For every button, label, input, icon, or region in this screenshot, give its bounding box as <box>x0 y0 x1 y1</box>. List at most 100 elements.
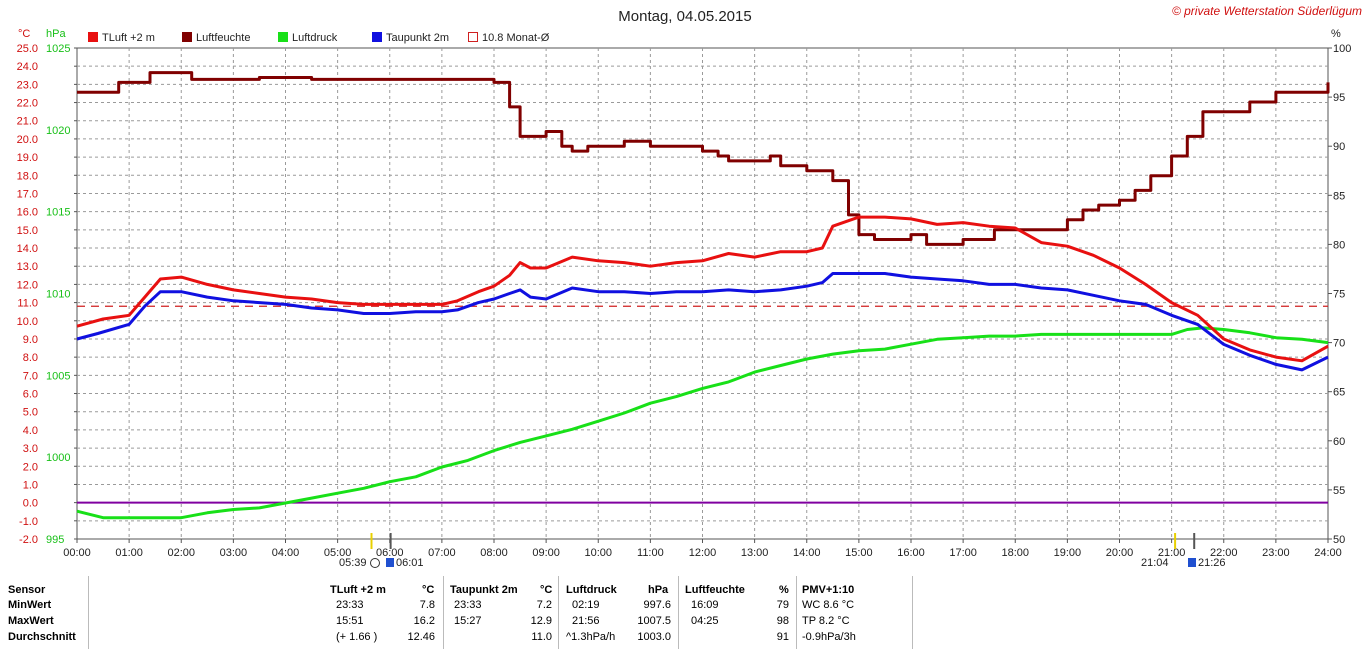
temp-tick-label: 5.0 <box>23 407 38 419</box>
press-unit: hPa <box>648 584 669 596</box>
temp-tick-label: -2.0 <box>19 534 38 546</box>
moon-icon <box>1188 558 1196 567</box>
humidity-tick-label: 90 <box>1333 141 1345 153</box>
pmv-wind-chill: WC 8.6 °C <box>802 599 855 611</box>
legend: TLuft +2 m Luftfeuchte Luftdruck Taupunkt 2… <box>88 32 550 44</box>
humidity-tick-label: 95 <box>1333 92 1345 104</box>
humidity-tick-label: 60 <box>1333 436 1345 448</box>
time-tick-label: 08:00 <box>480 547 508 559</box>
press-max-time: 21:56 <box>572 615 600 627</box>
legend-label: Luftdruck <box>292 32 338 44</box>
series-line-taupunkt-2m <box>76 272 1329 372</box>
hum-unit: % <box>779 584 789 596</box>
press-min: 997.6 <box>643 599 671 611</box>
temp-tick-label: 21.0 <box>17 116 38 128</box>
chart-title: Montag, 04.05.2015 <box>618 8 751 25</box>
legend-swatch <box>182 32 192 42</box>
hum-min: 79 <box>776 599 789 611</box>
temp-tick-label: 18.0 <box>17 170 38 182</box>
row-label-sensor: Sensor <box>8 584 46 596</box>
humidity-tick-label: 70 <box>1333 338 1345 350</box>
left-axis-ticks: 25.0 24.0 23.0 22.0 21.0 20.0 19.0 18.0 17.0 16.0… <box>17 43 77 546</box>
temp-tick-label: 22.0 <box>17 98 38 110</box>
civil-dawn-time: 06:01 <box>396 557 424 569</box>
pressure-tick-label: 995 <box>46 534 64 546</box>
time-tick-label: 11:00 <box>637 547 664 559</box>
temp-min-time: 23:33 <box>336 599 364 611</box>
time-tick-label: 02:00 <box>167 547 195 559</box>
temp-tick-label: 3.0 <box>23 443 38 455</box>
time-tick-label: 16:00 <box>897 547 925 559</box>
legend-swatch <box>278 32 288 42</box>
series-lines <box>76 71 1330 520</box>
temp-header: TLuft +2 m <box>330 584 386 596</box>
temp-tick-label: 10.0 <box>17 316 38 328</box>
humidity-tick-label: 85 <box>1333 190 1345 202</box>
sunrise-time: 05:39 <box>339 557 367 569</box>
sun-markers: 05:39 06:01 21:04 21:26 <box>339 533 1226 569</box>
time-tick-label: 17:00 <box>949 547 977 559</box>
humidity-tick-label: 75 <box>1333 289 1345 301</box>
temp-avg-note: (+ 1.66 ) <box>336 631 378 643</box>
time-tick-label: 03:00 <box>220 547 248 559</box>
temp-tick-label: 14.0 <box>17 243 38 255</box>
legend-swatch <box>468 32 478 42</box>
temp-tick-label: 2.0 <box>23 461 38 473</box>
pmv-header: PMV+1:10 <box>802 584 855 596</box>
pressure-tick-label: 1000 <box>46 452 70 464</box>
temp-tick-label: 6.0 <box>23 389 38 401</box>
temp-max: 16.2 <box>413 615 435 627</box>
time-tick-label: 05:00 <box>324 547 352 559</box>
pmv-dew-point: TP 8.2 °C <box>802 615 850 627</box>
time-tick-label: 06:00 <box>376 547 404 559</box>
temp-tick-label: 15.0 <box>17 225 38 237</box>
temp-tick-label: 20.0 <box>17 134 38 146</box>
pressure-unit-label: hPa <box>46 28 66 40</box>
hum-min-time: 16:09 <box>691 599 719 611</box>
series-line-luftdruck <box>76 326 1329 520</box>
temp-tick-label: 25.0 <box>17 43 38 55</box>
time-tick-label: 09:00 <box>532 547 560 559</box>
temp-tick-label: 4.0 <box>23 425 38 437</box>
temp-unit: °C <box>422 584 435 596</box>
row-label-min: MinWert <box>8 599 52 611</box>
temp-tick-label: 11.0 <box>17 298 38 310</box>
temp-tick-label: 17.0 <box>17 188 38 200</box>
temp-min: 7.8 <box>419 599 435 611</box>
moon-icon <box>386 558 394 567</box>
temp-tick-label: 7.0 <box>23 370 38 382</box>
press-header: Luftdruck <box>566 584 617 596</box>
temp-tick-label: 1.0 <box>23 479 38 491</box>
press-avg: 1003.0 <box>637 631 671 643</box>
press-min-time: 02:19 <box>572 599 600 611</box>
pressure-tick-label: 1020 <box>46 125 70 137</box>
hum-max: 98 <box>776 615 789 627</box>
series-line-tluft-2-m <box>76 215 1329 363</box>
time-tick-label: 22:00 <box>1210 547 1238 559</box>
right-axis-ticks: 100 95 90 85 80 75 70 65 60 55 50 <box>1328 43 1351 546</box>
dew-min-time: 23:33 <box>454 599 482 611</box>
temp-tick-label: 19.0 <box>17 152 38 164</box>
temp-unit-label: °C <box>18 28 30 40</box>
legend-label: TLuft +2 m <box>102 32 155 44</box>
time-tick-label: 07:00 <box>428 547 456 559</box>
humidity-tick-label: 100 <box>1333 43 1351 55</box>
legend-swatch <box>372 32 382 42</box>
row-label-max: MaxWert <box>8 615 54 627</box>
pressure-tick-label: 1005 <box>46 370 70 382</box>
weather-chart: Montag, 04.05.2015 © private Wetterstati… <box>17 4 1362 569</box>
station-credit: © private Wetterstation Süderlügum <box>1172 4 1362 18</box>
time-tick-label: 23:00 <box>1262 547 1290 559</box>
time-tick-label: 12:00 <box>689 547 717 559</box>
humidity-tick-label: 55 <box>1333 485 1345 497</box>
dew-max-time: 15:27 <box>454 615 482 627</box>
civil-dusk-time: 21:26 <box>1198 557 1226 569</box>
dew-header: Taupunkt 2m <box>450 584 518 596</box>
dew-unit: °C <box>540 584 553 596</box>
time-tick-label: 21:00 <box>1158 547 1186 559</box>
time-tick-label: 04:00 <box>272 547 300 559</box>
press-trend: ^1.3hPa/h <box>566 631 616 643</box>
press-max: 1007.5 <box>637 615 671 627</box>
time-tick-label: 13:00 <box>741 547 769 559</box>
legend-label: Taupunkt 2m <box>386 32 449 44</box>
